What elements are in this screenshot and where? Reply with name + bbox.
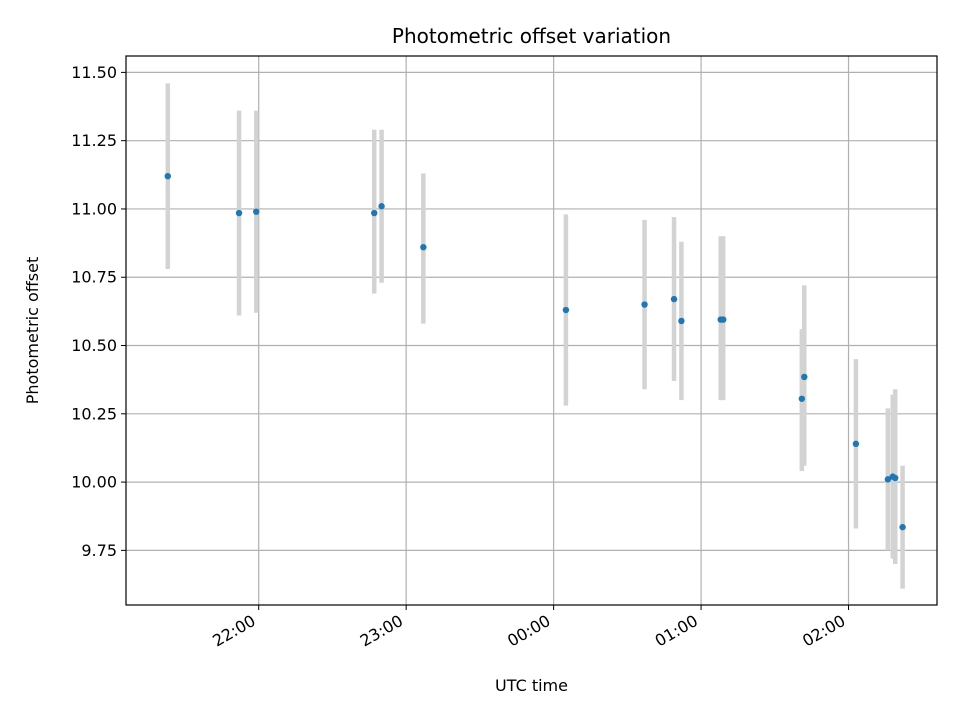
y-tick-label: 9.75 bbox=[81, 541, 117, 560]
data-point bbox=[892, 474, 899, 482]
y-tick-label: 10.00 bbox=[71, 473, 117, 492]
data-point bbox=[235, 209, 243, 217]
y-axis-ticks: 9.75 10.00 10.25 10.50 10.75 11.00 11.25 11.50 bbox=[71, 63, 126, 560]
data-point bbox=[420, 243, 427, 251]
data-points bbox=[164, 172, 906, 531]
data-point bbox=[253, 208, 260, 215]
chart-title: Photometric offset variation bbox=[392, 24, 671, 48]
data-point bbox=[884, 476, 892, 483]
data-point bbox=[378, 203, 385, 210]
y-tick-label: 11.25 bbox=[71, 131, 117, 150]
data-point bbox=[164, 172, 171, 180]
grid-lines bbox=[126, 56, 937, 605]
data-point bbox=[641, 301, 648, 308]
data-point bbox=[899, 523, 906, 531]
data-point bbox=[371, 209, 378, 217]
x-axis-label: UTC time bbox=[495, 676, 568, 695]
data-point bbox=[801, 373, 808, 381]
data-point bbox=[670, 295, 678, 303]
y-tick-label: 10.25 bbox=[71, 404, 117, 423]
data-point bbox=[798, 395, 806, 402]
y-axis-label: Photometric offset bbox=[23, 257, 42, 405]
y-tick-label: 10.75 bbox=[71, 268, 117, 287]
y-tick-label: 10.50 bbox=[71, 336, 117, 355]
data-point bbox=[719, 316, 727, 323]
y-tick-label: 11.00 bbox=[71, 199, 117, 218]
y-tick-label: 11.50 bbox=[71, 63, 117, 82]
data-point bbox=[852, 440, 860, 448]
data-point bbox=[562, 306, 570, 314]
data-point bbox=[678, 317, 685, 325]
plot-frame bbox=[125, 55, 938, 606]
